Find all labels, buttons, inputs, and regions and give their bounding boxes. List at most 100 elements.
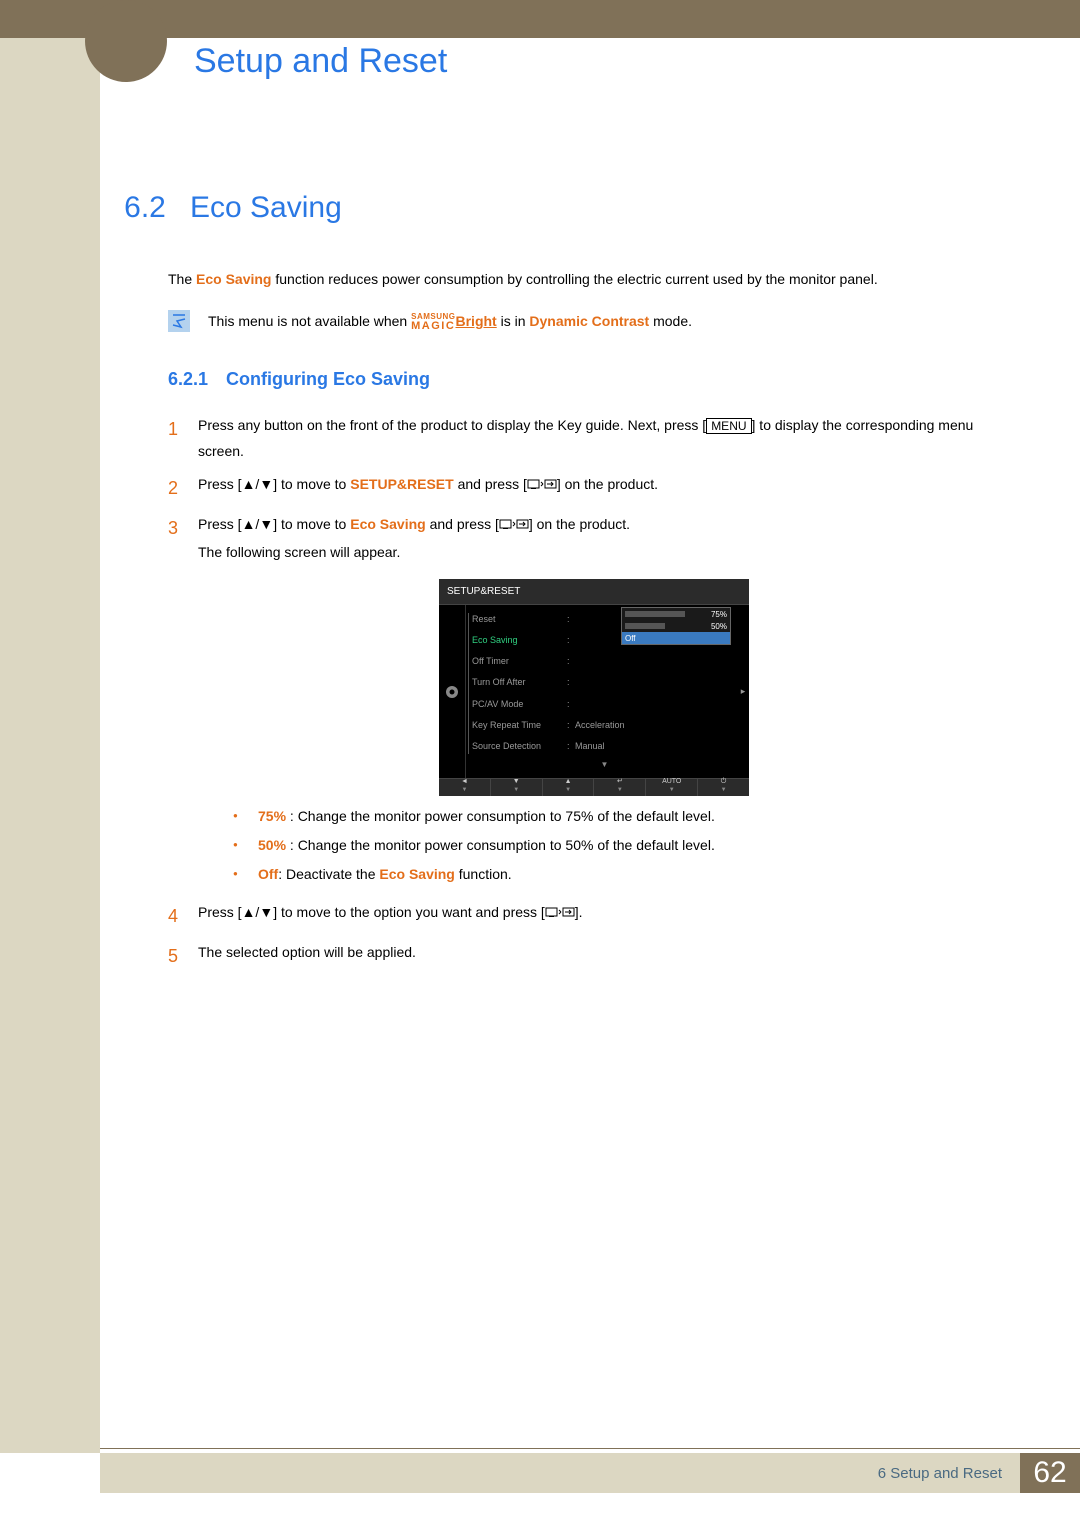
page-content: Setup and Reset 6.2 Eco Saving The Eco S… <box>100 38 1080 979</box>
menu-key: MENU <box>706 418 751 434</box>
step-num-1: 1 <box>168 412 198 465</box>
osd-menu-list: Reset:Eco Saving:Off Timer:Turn Off Afte… <box>465 605 737 778</box>
page-footer: 6 Setup and Reset 62 <box>100 1453 1080 1493</box>
intro-post: function reduces power consumption by co… <box>271 271 877 287</box>
step-num-5: 5 <box>168 939 198 973</box>
step-2-body: Press [▲/▼] to move to SETUP&RESET and p… <box>198 471 990 505</box>
steps-list: 1 Press any button on the front of the p… <box>168 412 990 974</box>
osd-menu: SETUP&RESET Reset:Eco Saving:Off Timer:T… <box>439 579 749 796</box>
up-down-icon: ▲/▼ <box>242 904 274 920</box>
bullet-off-label: Off <box>258 866 278 882</box>
note-bright: Bright <box>456 313 497 329</box>
step-2: 2 Press [▲/▼] to move to SETUP&RESET and… <box>168 471 990 505</box>
osd-row-label: Key Repeat Time <box>472 717 567 734</box>
intro-pre: The <box>168 271 196 287</box>
side-bar <box>0 38 100 1453</box>
up-down-icon: ▲/▼ <box>242 516 274 532</box>
osd-footer-button: AUTO▼ <box>645 779 697 796</box>
page-title: Setup and Reset <box>194 42 1080 81</box>
step-1: 1 Press any button on the front of the p… <box>168 412 990 465</box>
step-3-body: Press [▲/▼] to move to Eco Saving and pr… <box>198 511 990 893</box>
osd-footer: ◄▼▼▼▲▼↵▼AUTO▼⏻▼ <box>439 778 749 796</box>
bullet-off-post: function. <box>455 866 512 882</box>
step-5-body: The selected option will be applied. <box>198 939 990 973</box>
bullet-50: ● 50% : Change the monitor power consump… <box>233 835 990 856</box>
bullet-dot-icon: ● <box>233 806 258 827</box>
bullet-50-label: 50% <box>258 837 286 853</box>
note-dynamic: Dynamic Contrast <box>529 313 649 329</box>
note-mid: is in <box>497 313 530 329</box>
footer-page-number: 62 <box>1020 1453 1080 1493</box>
bullet-75-label: 75% <box>258 808 286 824</box>
osd-row-label: Off Timer <box>472 653 567 670</box>
note-row: This menu is not available when SAMSUNGM… <box>168 310 990 332</box>
subsection-title: Configuring Eco Saving <box>226 369 430 390</box>
osd-screenshot: SETUP&RESET Reset:Eco Saving:Off Timer:T… <box>439 579 749 796</box>
osd-footer-button: ↵▼ <box>593 779 645 796</box>
up-down-icon: ▲/▼ <box>242 476 274 492</box>
osd-row: Source Detection:Manual <box>472 736 737 757</box>
osd-row-label: Eco Saving <box>472 632 567 649</box>
osd-row-label: Turn Off After <box>472 674 567 691</box>
setup-reset-label: SETUP&RESET <box>350 476 453 492</box>
osd-row-label: Reset <box>472 611 567 628</box>
gear-icon <box>444 684 460 700</box>
bullet-off-mid: : Deactivate the <box>278 866 379 882</box>
subsection-number: 6.2.1 <box>168 369 208 390</box>
eco-saving-label: Eco Saving <box>350 516 425 532</box>
select-source-icon <box>527 472 557 499</box>
osd-row: Turn Off After: <box>472 672 737 693</box>
osd-scroll-down-icon: ▼ <box>472 757 737 774</box>
step-num-3: 3 <box>168 511 198 893</box>
bullet-dot-icon: ● <box>233 835 258 856</box>
step-num-2: 2 <box>168 471 198 505</box>
footer-chapter: 6 Setup and Reset <box>100 1453 1020 1493</box>
note-post: mode. <box>649 313 692 329</box>
section-number: 6.2 <box>100 191 190 225</box>
note-pre: This menu is not available when <box>208 313 411 329</box>
section-title: Eco Saving <box>190 191 342 225</box>
osd-dropdown-option: 50% <box>622 620 730 632</box>
select-source-icon <box>545 900 575 927</box>
intro-paragraph: The Eco Saving function reduces power co… <box>168 267 990 292</box>
section-heading: 6.2 Eco Saving <box>100 191 1080 225</box>
osd-row-label: PC/AV Mode <box>472 696 567 713</box>
step-3: 3 Press [▲/▼] to move to Eco Saving and … <box>168 511 990 893</box>
note-icon <box>168 310 190 332</box>
bullet-75: ● 75% : Change the monitor power consump… <box>233 806 990 827</box>
osd-footer-button: ▼▼ <box>490 779 542 796</box>
subsection-heading: 6.2.1 Configuring Eco Saving <box>168 369 1080 390</box>
osd-row: PC/AV Mode: <box>472 694 737 715</box>
bullet-75-text: : Change the monitor power consumption t… <box>286 808 715 824</box>
samsung-magic-logo: SAMSUNGMAGIC <box>411 313 455 332</box>
osd-footer-button: ◄▼ <box>439 779 490 796</box>
osd-row-label: Source Detection <box>472 738 567 755</box>
step-1-body: Press any button on the front of the pro… <box>198 412 990 465</box>
option-bullets: ● 75% : Change the monitor power consump… <box>233 806 990 885</box>
bullet-off-eco: Eco Saving <box>379 866 454 882</box>
footer-rule <box>100 1448 1080 1449</box>
osd-row-value: Manual <box>575 738 605 755</box>
step-num-4: 4 <box>168 899 198 933</box>
step-4-body: Press [▲/▼] to move to the option you wa… <box>198 899 990 933</box>
bullet-dot-icon: ● <box>233 864 258 885</box>
osd-footer-button: ⏻▼ <box>697 779 749 796</box>
step-5: 5 The selected option will be applied. <box>168 939 990 973</box>
osd-dropdown: 75%50%Off <box>621 607 731 645</box>
osd-row-value: Acceleration <box>575 717 625 734</box>
osd-gear-column <box>439 605 465 778</box>
osd-body: Reset:Eco Saving:Off Timer:Turn Off Afte… <box>439 605 749 778</box>
osd-row: Off Timer: <box>472 651 737 672</box>
osd-row: Key Repeat Time:Acceleration <box>472 715 737 736</box>
bullet-50-text: : Change the monitor power consumption t… <box>286 837 715 853</box>
osd-right-arrow-icon: ▸ <box>737 605 749 778</box>
select-source-icon <box>499 512 529 539</box>
note-text: This menu is not available when SAMSUNGM… <box>208 310 692 332</box>
osd-dropdown-option: Off <box>622 632 730 644</box>
step-4: 4 Press [▲/▼] to move to the option you … <box>168 899 990 933</box>
osd-title: SETUP&RESET <box>439 579 749 605</box>
bullet-off: ● Off: Deactivate the Eco Saving functio… <box>233 864 990 885</box>
osd-footer-button: ▲▼ <box>542 779 594 796</box>
intro-eco: Eco Saving <box>196 271 271 287</box>
step-3-appear: The following screen will appear. <box>198 539 990 566</box>
